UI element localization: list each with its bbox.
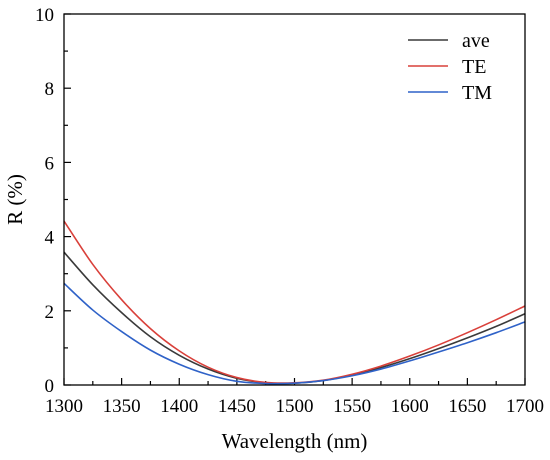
legend-label-ave: ave [462, 30, 490, 52]
y-tick-label: 2 [45, 302, 55, 323]
legend: ave TE TM [408, 30, 492, 104]
x-tick-label: 1300 [45, 396, 83, 417]
series-line-ave [63, 251, 526, 385]
legend-label-tm: TM [462, 82, 492, 104]
series-line-te [63, 220, 526, 384]
x-tick-label: 1350 [103, 396, 141, 417]
y-axis-title: R (%) [3, 174, 27, 225]
series-lines [63, 220, 526, 385]
x-tick-label: 1450 [218, 396, 256, 417]
plot-frame [63, 13, 526, 386]
axis-ticks [63, 13, 526, 386]
tick-labels: 1300 1350 1400 1450 1500 1550 1600 1650 1700 0 2 4 6… [35, 5, 544, 417]
y-tick-label: 4 [45, 228, 55, 249]
y-tick-label: 8 [45, 79, 55, 100]
legend-label-te: TE [462, 56, 486, 78]
x-tick-label: 1550 [333, 396, 371, 417]
x-tick-label: 1400 [160, 396, 198, 417]
series-line-tm [63, 282, 526, 385]
x-tick-label: 1600 [391, 396, 429, 417]
y-tick-label: 0 [45, 376, 55, 397]
y-tick-label: 6 [45, 153, 55, 174]
x-axis-title: Wavelength (nm) [222, 429, 368, 453]
x-tick-label: 1500 [276, 396, 314, 417]
x-tick-label: 1700 [506, 396, 544, 417]
y-tick-label: 10 [35, 5, 54, 26]
x-tick-label: 1650 [448, 396, 486, 417]
